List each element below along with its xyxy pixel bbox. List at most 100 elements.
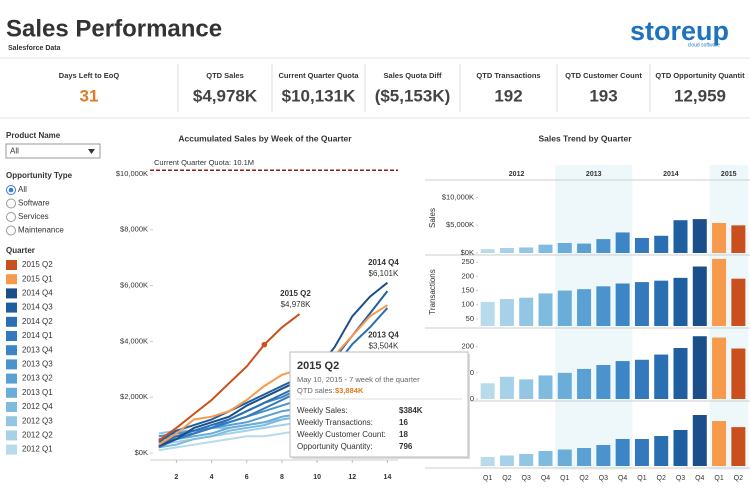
quarter-label: Q4 bbox=[695, 475, 704, 482]
kpi-value: 193 bbox=[589, 86, 617, 105]
kpi-label: QTD Sales bbox=[206, 71, 244, 80]
bar bbox=[615, 439, 630, 466]
bar bbox=[499, 299, 514, 326]
bar bbox=[596, 286, 611, 326]
legend-label: 2012 Q1 bbox=[22, 445, 53, 454]
kpi-value: 192 bbox=[494, 86, 522, 105]
tooltip-row-value: 16 bbox=[399, 418, 408, 427]
bar bbox=[673, 348, 688, 399]
bar bbox=[615, 283, 630, 326]
bar bbox=[557, 449, 572, 466]
tooltip-row-label: Weekly Transactions: bbox=[297, 418, 373, 427]
radio[interactable] bbox=[6, 198, 16, 209]
tooltip-subtitle: May 10, 2015 - 7 week of the quarter bbox=[297, 375, 420, 384]
tooltip-row-label: Weekly Customer Count: bbox=[297, 430, 386, 439]
y-tick-label: $0K bbox=[135, 448, 148, 457]
bar bbox=[577, 289, 592, 326]
x-tick-label: 2 bbox=[174, 474, 178, 481]
legend-label: 2013 Q2 bbox=[22, 374, 53, 383]
tooltip: 2015 Q2 May 10, 2015 - 7 week of the quar… bbox=[289, 351, 470, 459]
panel-label: Transactions bbox=[428, 269, 437, 315]
quarter-label: Q1 bbox=[714, 475, 723, 482]
legend-swatch bbox=[6, 260, 17, 270]
dropdown-value: All bbox=[10, 147, 19, 156]
bar bbox=[712, 223, 727, 253]
bar bbox=[654, 436, 669, 466]
radio-label: Software bbox=[18, 199, 50, 208]
dropdown[interactable] bbox=[5, 143, 101, 159]
kpi-value: $10,131K bbox=[282, 86, 356, 105]
bar bbox=[673, 220, 688, 253]
quarter-label: Q2 bbox=[579, 475, 588, 482]
legend-label: 2013 Q1 bbox=[22, 388, 53, 397]
bar bbox=[557, 372, 572, 399]
tooltip-title: 2015 Q2 bbox=[297, 360, 339, 372]
kpi-value: $4,978K bbox=[193, 86, 258, 105]
quarter-label: Q4 bbox=[541, 475, 550, 482]
tooltip-row-label: Weekly Sales: bbox=[297, 406, 348, 415]
kpi-value: ($5,153K) bbox=[375, 86, 451, 105]
y-tick-label: 100 bbox=[461, 300, 474, 309]
line-end-value: $3,504K bbox=[369, 341, 399, 350]
bar bbox=[577, 448, 592, 466]
x-tick-label: 10 bbox=[313, 474, 321, 481]
kpi-label: QTD Transactions bbox=[476, 71, 540, 80]
quarter-label: Q4 bbox=[618, 475, 627, 482]
bar bbox=[557, 243, 572, 253]
bar bbox=[519, 247, 534, 253]
x-tick-label: 6 bbox=[245, 474, 249, 481]
kpi-value: 12,959 bbox=[674, 86, 726, 105]
legend-swatch bbox=[6, 416, 17, 427]
logo-tagline: cloud software bbox=[688, 42, 720, 48]
x-tick-label: 12 bbox=[348, 474, 356, 481]
bar bbox=[712, 337, 727, 399]
legend-label: 2012 Q2 bbox=[22, 431, 53, 440]
bar bbox=[499, 376, 514, 399]
bar bbox=[654, 354, 669, 399]
bar bbox=[731, 348, 746, 399]
chart-title: Sales Trend by Quarter bbox=[538, 133, 632, 143]
bar bbox=[480, 457, 495, 466]
radio[interactable] bbox=[6, 225, 16, 236]
legend-label: 2015 Q2 bbox=[22, 260, 53, 269]
y-tick-label: $8,000K bbox=[120, 225, 148, 234]
filter-label: Quarter bbox=[6, 246, 35, 255]
line-end-name: 2013 Q4 bbox=[368, 330, 399, 339]
y-tick-label: $2,000K bbox=[120, 392, 148, 401]
bar bbox=[634, 238, 649, 253]
kpi-label: Current Quarter Quota bbox=[278, 71, 359, 80]
bar bbox=[615, 361, 630, 399]
bar bbox=[596, 445, 611, 466]
legend-swatch bbox=[6, 316, 17, 327]
bar bbox=[538, 244, 553, 253]
bar bbox=[654, 235, 669, 253]
kpi-label: Days Left to EoQ bbox=[59, 71, 120, 80]
logo: storeup bbox=[630, 16, 729, 46]
bar bbox=[615, 232, 630, 253]
quarter-label: Q2 bbox=[657, 475, 666, 482]
legend-label: 2012 Q4 bbox=[22, 402, 53, 411]
bar bbox=[538, 293, 553, 326]
legend-swatch bbox=[6, 430, 17, 441]
x-tick-label: 14 bbox=[384, 474, 392, 481]
bar bbox=[634, 359, 649, 399]
legend-label: 2014 Q1 bbox=[22, 331, 53, 340]
bar bbox=[519, 379, 534, 399]
bar bbox=[596, 239, 611, 253]
radio-dot bbox=[8, 187, 14, 193]
radio-label: Maintenance bbox=[18, 226, 64, 235]
legend-swatch bbox=[6, 274, 17, 285]
bar bbox=[673, 430, 688, 466]
radio[interactable] bbox=[6, 212, 16, 222]
radio-label: All bbox=[18, 185, 27, 194]
dropdown-arrow bbox=[88, 149, 95, 154]
x-tick-label: 4 bbox=[210, 474, 214, 481]
radio-label: Services bbox=[18, 212, 49, 221]
y-tick-label: $6,000K bbox=[120, 281, 148, 290]
quarter-label: Q2 bbox=[734, 475, 743, 482]
quarter-label: Q1 bbox=[483, 475, 492, 482]
quarter-label: Q3 bbox=[522, 475, 531, 482]
filter-label: Product Name bbox=[6, 131, 61, 140]
